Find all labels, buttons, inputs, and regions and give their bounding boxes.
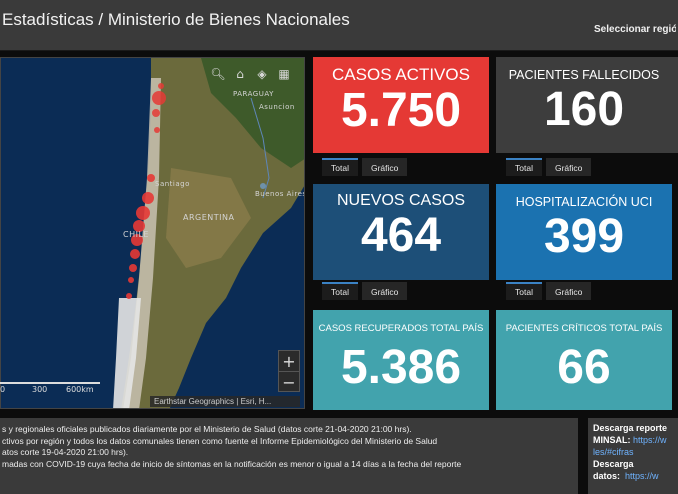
- right-panel-edge: [672, 57, 678, 153]
- datos-link[interactable]: https://w: [625, 471, 659, 481]
- scale-label-600: 600km: [66, 385, 94, 394]
- map-label-chile: CHILE: [123, 230, 149, 239]
- datos-label: datos:: [593, 471, 620, 481]
- minsal-link-cont[interactable]: les/#cifras: [593, 447, 634, 457]
- map-label-argentina: ARGENTINA: [183, 213, 235, 222]
- download-heading-datos: Descarga: [593, 459, 634, 469]
- tab-grafico[interactable]: Gráfico: [545, 282, 592, 300]
- search-icon[interactable]: 🔍︎: [210, 67, 226, 81]
- card-label: CASOS RECUPERADOS TOTAL PAÍS: [318, 323, 484, 334]
- tab-total[interactable]: Total: [506, 282, 542, 300]
- tab-total[interactable]: Total: [506, 158, 542, 176]
- minsal-label: MINSAL:: [593, 435, 631, 445]
- page-title: Estadísticas / Ministerio de Bienes Naci…: [2, 10, 350, 29]
- card-value: 5.750: [340, 84, 462, 137]
- tab-total[interactable]: Total: [322, 282, 358, 300]
- map-label-paraguay: PARAGUAY: [233, 90, 274, 98]
- tab-grafico[interactable]: Gráfico: [361, 282, 408, 300]
- tab-grafico[interactable]: Gráfico: [545, 158, 592, 176]
- card-value: 160: [543, 83, 625, 136]
- card-value: 66: [557, 341, 611, 394]
- minsal-link[interactable]: https://w: [633, 435, 667, 445]
- tab-grafico[interactable]: Gráfico: [361, 158, 408, 176]
- tabs-nuevos: Total Gráfico: [322, 282, 408, 300]
- map-label-asuncion: Asuncion: [259, 103, 295, 111]
- downloads-panel: Descarga reporte MINSAL: https://w les/#…: [588, 418, 678, 494]
- map-attribution[interactable]: Earthstar Geographics | Esri, H...: [150, 396, 300, 407]
- region-selector[interactable]: Seleccionar región: [594, 24, 676, 35]
- card-label: PACIENTES FALLECIDOS: [508, 68, 660, 82]
- scale-label-300: 300: [32, 385, 48, 394]
- card-value: 5.386: [340, 341, 462, 394]
- tabs-uci: Total Gráfico: [506, 282, 592, 300]
- scale-label-0: 0: [0, 385, 6, 394]
- note-line: s y regionales oficiales publicados diar…: [2, 424, 412, 434]
- map-toolbar: 🔍︎ ⌂ ◈ ▦: [208, 64, 294, 86]
- download-heading-reporte: Descarga reporte: [593, 423, 668, 433]
- note-line: madas con COVID-19 cuya fecha de inicio …: [2, 458, 462, 469]
- card-value: 399: [543, 210, 625, 263]
- basemap-icon[interactable]: ▦: [278, 67, 290, 81]
- zoom-control: + −: [278, 350, 300, 392]
- header-bar: Estadísticas / Ministerio de Bienes Naci…: [0, 0, 678, 51]
- card-label: CASOS ACTIVOS: [332, 65, 470, 84]
- scale-bar: 0 300 600km: [0, 378, 110, 396]
- map-view[interactable]: PARAGUAY Asuncion Santiago Buenos Aires …: [0, 57, 305, 409]
- card-casos-recuperados: CASOS RECUPERADOS TOTAL PAÍS 5.386: [313, 310, 489, 410]
- card-label: PACIENTES CRÍTICOS TOTAL PAÍS: [505, 323, 663, 334]
- card-hospitalizacion-uci: HOSPITALIZACIÓN UCI 399: [496, 184, 672, 280]
- card-label: HOSPITALIZACIÓN UCI: [515, 195, 653, 209]
- map-label-santiago: Santiago: [155, 180, 190, 188]
- layers-icon[interactable]: ◈: [257, 67, 267, 81]
- card-pacientes-fallecidos: PACIENTES FALLECIDOS 160: [496, 57, 672, 153]
- notes-panel: s y regionales oficiales publicados diar…: [0, 418, 578, 494]
- card-pacientes-criticos: PACIENTES CRÍTICOS TOTAL PAÍS 66: [496, 310, 672, 410]
- tabs-fallecidos: Total Gráfico: [506, 158, 592, 176]
- tab-total[interactable]: Total: [322, 158, 358, 176]
- zoom-in-button[interactable]: +: [282, 351, 296, 371]
- map-canvas: [1, 58, 304, 408]
- zoom-out-button[interactable]: −: [279, 371, 299, 392]
- note-line: atos corte 19-04-2020 21:00 hrs).: [2, 447, 129, 457]
- card-value: 464: [360, 209, 442, 262]
- tabs-activos: Total Gráfico: [322, 158, 408, 176]
- home-icon[interactable]: ⌂: [236, 67, 244, 81]
- case-markers: [126, 83, 166, 299]
- card-label: NUEVOS CASOS: [336, 192, 466, 209]
- note-line: ctivos por región y todos los datos comu…: [2, 435, 438, 446]
- map-label-buenos-aires: Buenos Aires: [255, 190, 305, 198]
- card-casos-activos: CASOS ACTIVOS 5.750: [313, 57, 489, 153]
- card-nuevos-casos: NUEVOS CASOS 464: [313, 184, 489, 280]
